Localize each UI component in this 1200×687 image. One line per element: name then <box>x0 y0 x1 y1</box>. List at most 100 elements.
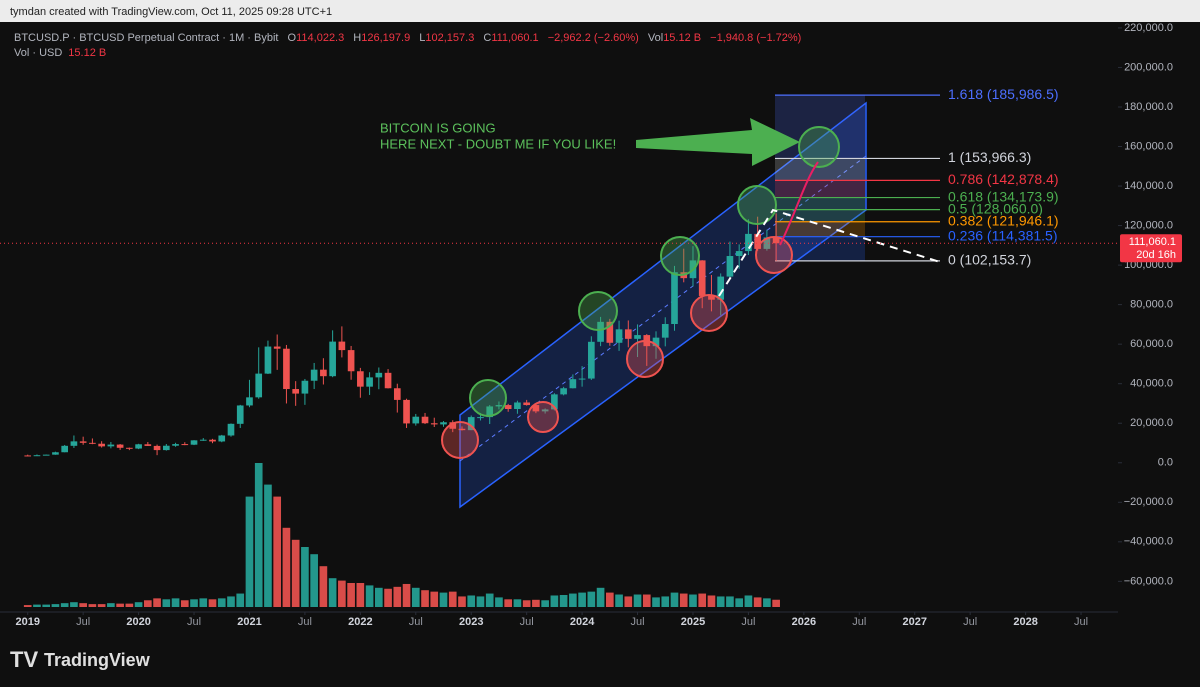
fib-label: 0 (102,153.7) <box>948 252 1031 268</box>
candle-body <box>24 455 32 457</box>
volume-bar <box>439 592 448 607</box>
projection-dashed <box>718 208 941 297</box>
symbol: BTCUSD.P · BTCUSD Perpetual Contract · 1… <box>14 32 279 44</box>
circle <box>527 401 559 433</box>
candle-body <box>754 233 761 249</box>
volume-bar <box>661 596 670 607</box>
volume-bar <box>153 598 161 607</box>
candle-body <box>199 439 207 441</box>
volume-bar <box>88 604 97 607</box>
circle <box>798 126 840 168</box>
y-tick-label: 140,000.0 <box>1124 180 1173 192</box>
fib-band <box>775 221 865 237</box>
x-tick-label: Jul <box>298 616 312 628</box>
y-tick-label: 160,000.0 <box>1124 140 1173 152</box>
x-tick-label: Jul <box>963 616 977 628</box>
volume-bar <box>282 527 291 607</box>
volume-bar <box>735 598 743 607</box>
volume-bar <box>504 599 513 607</box>
circle <box>737 185 777 225</box>
candle-body <box>283 348 290 390</box>
circle <box>441 421 479 459</box>
volume-bar <box>199 598 208 607</box>
candle-body <box>255 373 263 398</box>
candle-body <box>606 321 614 343</box>
ohlc-key: C <box>483 32 492 44</box>
candle-body <box>421 416 429 424</box>
volume-bar <box>217 598 226 607</box>
candle-body <box>467 417 475 431</box>
volume-bar <box>42 604 51 607</box>
volume-bar <box>236 593 245 607</box>
x-tick-label: 2024 <box>570 616 595 628</box>
volume-bar <box>125 603 134 607</box>
y-tick-label: 200,000.0 <box>1124 61 1173 73</box>
candle-body <box>671 272 678 325</box>
volume-bar <box>726 596 734 607</box>
volume-bar <box>208 599 217 607</box>
change: −2,962.2 (−2.60%) <box>547 32 639 44</box>
volume-bar <box>411 587 420 607</box>
volume-bar <box>642 594 651 607</box>
volume-bar <box>559 595 568 607</box>
y-tick-label: 220,000.0 <box>1124 22 1173 34</box>
x-tick-label: 2028 <box>1013 616 1037 628</box>
candle-body <box>661 324 669 338</box>
vol-line-value: 15.12 B <box>68 47 107 59</box>
volume-bar <box>384 588 392 607</box>
top-bar <box>0 0 1200 22</box>
candle-body <box>458 428 466 431</box>
x-tick-label: 2023 <box>459 616 483 628</box>
volume-bar <box>716 596 725 607</box>
volume-bar <box>670 592 679 607</box>
x-tick-label: 2020 <box>126 616 150 628</box>
volume-bar <box>402 583 411 607</box>
candle-body <box>541 409 549 412</box>
fib-label: 0.786 (142,878.4) <box>948 171 1059 187</box>
fib-label: 1 (153,966.3) <box>948 149 1031 165</box>
candle-body <box>532 405 540 412</box>
volume-bar <box>356 583 365 607</box>
volume-bar <box>190 599 198 607</box>
fib-label: 0.618 (134,173.9) <box>948 188 1059 204</box>
candle-body <box>735 251 743 257</box>
volume-bar <box>393 586 402 607</box>
volume-bar <box>624 596 633 607</box>
candle-body <box>477 417 484 419</box>
candle-body <box>329 341 336 377</box>
y-tick-label: −20,000.0 <box>1124 496 1173 508</box>
volume-bar <box>310 554 318 607</box>
ohlc-value: 111,060.1 <box>491 32 539 44</box>
vol-change: −1,940.8 (−1.72%) <box>710 32 802 44</box>
axes: −60,000.0 −40,000.0 −20,000.0 0.0 20,000.0 40… <box>0 22 1182 628</box>
candle-body <box>107 444 115 447</box>
x-tick-label: Jul <box>409 616 423 628</box>
legend-header: BTCUSD.P · BTCUSD Perpetual Contract · 1… <box>14 31 807 61</box>
volume-bar <box>605 592 614 607</box>
candle-body <box>246 397 253 406</box>
circle <box>660 236 700 276</box>
volume-bar <box>485 593 494 607</box>
volume-bar <box>596 587 605 607</box>
fib-band <box>775 180 865 198</box>
candle-body <box>551 394 558 410</box>
volume-bar <box>753 597 762 607</box>
candle-body <box>236 405 244 424</box>
y-tick-label: 120,000.0 <box>1124 219 1173 231</box>
candle-body <box>634 335 641 339</box>
candle-body <box>209 439 216 442</box>
candle-body <box>514 402 521 410</box>
logo-mark: TV <box>10 647 38 672</box>
fib-label: 0.5 (128,060.0) <box>948 200 1043 216</box>
candle-body <box>366 377 373 387</box>
vol-line: Vol · USD <box>14 47 63 59</box>
candle-body <box>190 440 198 445</box>
annotation: HERE NEXT - DOUBT ME IF YOU LIKE! <box>380 136 616 151</box>
volume-bar <box>116 603 124 607</box>
vol-key: Vol <box>647 32 664 44</box>
y-tick-label: 20,000.0 <box>1130 417 1173 429</box>
candle-body <box>597 321 604 342</box>
candle-body <box>273 346 281 349</box>
header-line: Vol · USD 15.12 B <box>14 46 807 61</box>
